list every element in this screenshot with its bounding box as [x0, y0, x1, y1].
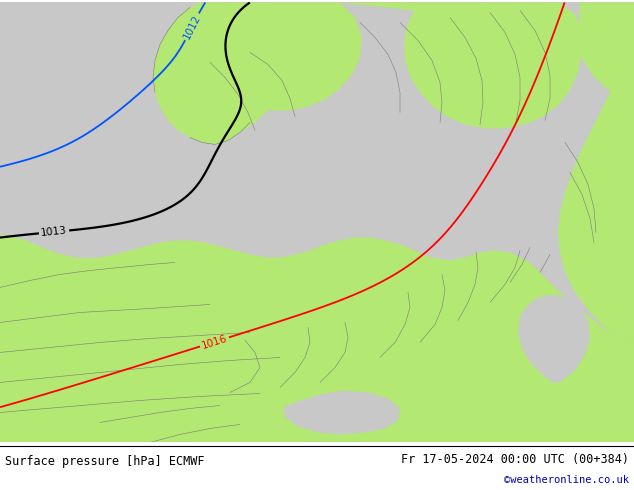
Polygon shape: [518, 294, 590, 383]
Text: ©weatheronline.co.uk: ©weatheronline.co.uk: [504, 475, 629, 485]
Text: Fr 17-05-2024 00:00 UTC (00+384): Fr 17-05-2024 00:00 UTC (00+384): [401, 453, 629, 466]
Text: Surface pressure [hPa] ECMWF: Surface pressure [hPa] ECMWF: [5, 455, 205, 468]
Polygon shape: [0, 234, 50, 302]
Polygon shape: [244, 2, 362, 110]
Polygon shape: [340, 2, 582, 128]
Text: 1016: 1016: [200, 333, 229, 351]
Polygon shape: [153, 2, 295, 145]
Text: 1013: 1013: [41, 226, 68, 238]
Polygon shape: [0, 234, 634, 442]
Text: 1012: 1012: [181, 13, 202, 41]
Polygon shape: [558, 2, 634, 343]
Polygon shape: [578, 2, 634, 102]
Polygon shape: [542, 320, 588, 359]
Polygon shape: [283, 391, 400, 435]
